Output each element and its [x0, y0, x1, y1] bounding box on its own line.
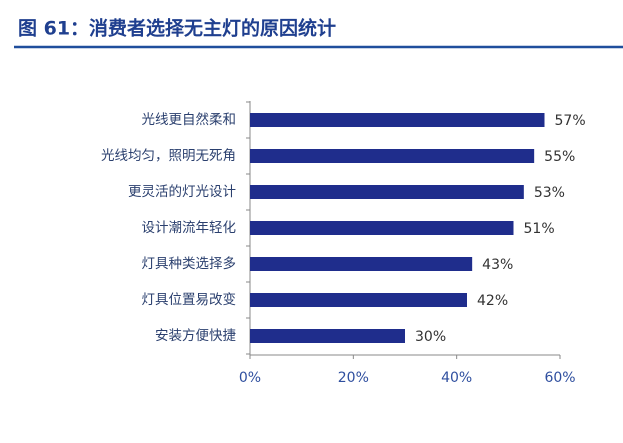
value-label: 42%	[477, 293, 508, 309]
bar	[250, 293, 467, 307]
x-tick-label: 0%	[239, 370, 261, 386]
value-label: 53%	[534, 185, 565, 201]
value-label: 43%	[482, 257, 513, 273]
value-label: 30%	[415, 329, 446, 345]
x-tick-label: 60%	[544, 370, 575, 386]
value-label: 57%	[555, 113, 586, 129]
value-label: 55%	[544, 149, 575, 165]
bar	[250, 149, 535, 163]
category-label: 设计潮流年轻化	[142, 220, 237, 236]
bar	[250, 257, 473, 271]
bar	[250, 329, 405, 343]
chart-title: 图 61：消费者选择无主灯的原因统计	[18, 17, 336, 40]
category-label: 安装方便快捷	[155, 328, 236, 344]
category-label: 灯具种类选择多	[142, 255, 237, 272]
x-tick-label: 20%	[338, 370, 369, 386]
category-label: 灯具位置易改变	[142, 292, 237, 308]
category-label: 更灵活的灯光设计	[128, 184, 236, 200]
category-label: 光线均匀，照明无死角	[101, 148, 236, 164]
bar	[250, 113, 545, 127]
category-label: 光线更自然柔和	[142, 111, 237, 128]
bar	[250, 221, 514, 235]
value-label: 51%	[524, 221, 555, 237]
x-tick-label: 40%	[441, 370, 472, 386]
bar	[250, 185, 524, 199]
